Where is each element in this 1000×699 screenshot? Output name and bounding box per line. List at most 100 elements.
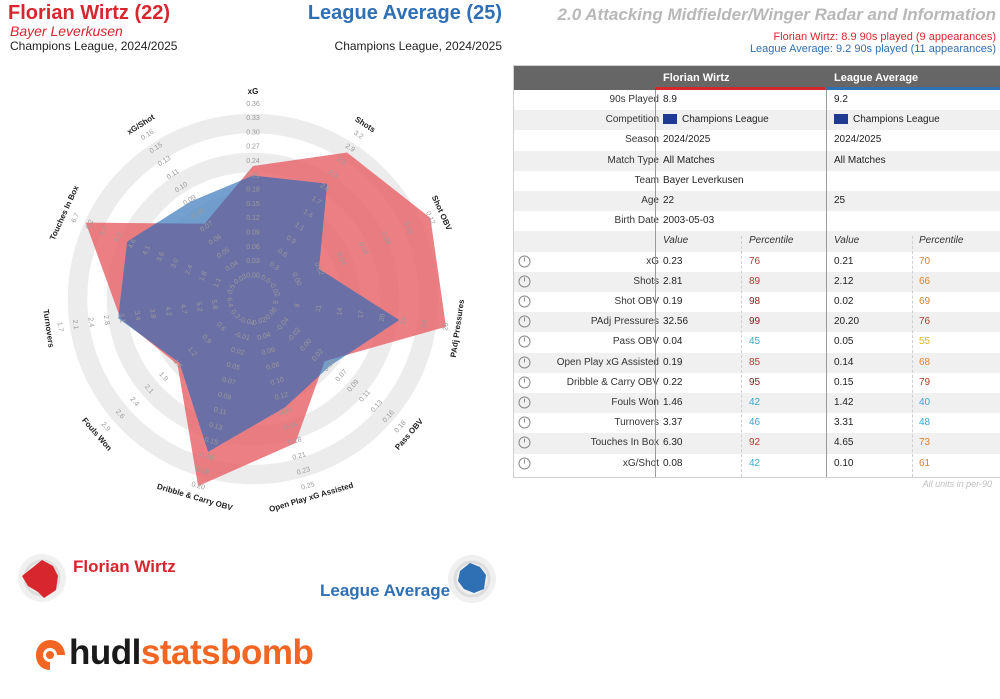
radar-tick-label: 0.16 (199, 451, 214, 462)
radar-tick-label: 0.04 (257, 331, 272, 342)
metric-gauge-icon (518, 436, 531, 449)
compare-competition: Champions League, 2024/2025 (334, 39, 502, 53)
player-legend-icon (18, 554, 66, 602)
radar-tick-label: -0.01 (233, 331, 250, 342)
radar-tick-label: 1.8 (198, 270, 208, 282)
radar-tick-label: 0.36 (246, 101, 260, 108)
radar-tick-label: 0.9 (285, 235, 297, 246)
radar-tick-label: 1.7 (56, 322, 64, 333)
table-row: Team Bayer Leverkusen (514, 171, 1000, 191)
radar-tick-label: 6.4 (225, 297, 233, 308)
radar-tick-label: 0.30 (246, 129, 260, 136)
overlap-radar-area (118, 175, 400, 452)
table-header-compare: League Average (834, 72, 919, 84)
compare-name: League Average (25) (307, 2, 502, 24)
radar-tick-label: 0.21 (292, 451, 307, 462)
player-percentile: 42 (749, 397, 761, 408)
radar-tick-label: 14 (336, 307, 344, 316)
table-row: Dribble & Carry OBV 0.22 95 0.15 79 (514, 373, 1000, 393)
player-value: 3.37 (663, 417, 683, 429)
player-value: Bayer Leverkusen (663, 171, 744, 191)
player-value-text: All Matches (663, 154, 715, 166)
compare-value: 25 (834, 191, 845, 211)
radar-tick-label: 0.03 (246, 258, 260, 265)
metric-gauge-icon (518, 416, 531, 429)
radar-tick-label: 0.18 (246, 187, 260, 194)
metric-gauge-icon (518, 255, 531, 268)
radar-tick-label: 0.06 (261, 346, 276, 357)
radar-tick-label: 2.6 (335, 156, 347, 167)
radar-tick-label: 0.11 (213, 406, 228, 416)
radar-tick-label: 2.1 (143, 383, 155, 395)
logo-text-statsbomb: statsbomb (140, 633, 314, 672)
metric-label: Dribble & Carry OBV (566, 376, 659, 388)
radar-tick-label: 0.5 (227, 283, 237, 295)
table-row: Pass OBV 0.04 45 0.05 55 (514, 332, 1000, 352)
radar-tick-label: 1.9 (157, 371, 169, 383)
player-value: 8.9 (663, 90, 677, 110)
radar-tick-label: 2.4 (184, 264, 194, 276)
player-value: 0.08 (663, 457, 683, 469)
player-percentile: 42 (749, 457, 761, 469)
compare-value: 1.42 (834, 397, 854, 408)
compare-value: 2024/2025 (834, 130, 881, 150)
eu-flag-icon (663, 113, 677, 124)
radar-tick-label: 26 (442, 322, 450, 331)
radar-tick-label: 0.10 (270, 376, 285, 387)
metric-gauge-icon (518, 396, 531, 409)
row-label: Match Type (607, 154, 659, 166)
percentile-header: Percentile (919, 235, 964, 247)
compare-value: All Matches (834, 151, 886, 171)
info-table: Florian Wirtz League Average 90s Played 8… (513, 65, 1000, 478)
radar-tick-label: 0.15 (246, 201, 260, 208)
statsbomb-logo: hudlstatsbomb (69, 633, 314, 673)
statsbomb-logo-icon (36, 640, 65, 670)
radar-tick-label: 3.2 (352, 130, 364, 141)
radar-tick-label: 0.07 (335, 368, 349, 383)
metric-label: Touches In Box (590, 437, 659, 449)
compare-percentile: 66 (919, 275, 931, 287)
radar-tick-label: 0.20 (190, 481, 205, 492)
player-club: Bayer Leverkusen (10, 23, 123, 39)
value-header: Value (834, 235, 860, 247)
player-value: 0.19 (663, 296, 683, 307)
player-value: 2.81 (663, 275, 683, 287)
compare-value: 3.31 (834, 417, 854, 429)
player-value-text: Champions League (682, 114, 769, 126)
radar-tick-label: 0.21 (246, 172, 260, 179)
radar-tick-label: 8 (294, 303, 301, 308)
radar-tick-label: 0.18 (287, 436, 302, 447)
metric-label: Shot OBV (614, 296, 659, 307)
compare-value-text: 25 (834, 195, 846, 206)
compare-minutes-note: League Average: 9.2 90s played (11 appea… (749, 43, 996, 55)
compare-percentile: 70 (919, 255, 931, 267)
compare-percentile: 61 (919, 457, 931, 469)
radar-tick-label: 1.4 (302, 208, 314, 219)
player-value-text: 22 (663, 195, 675, 206)
radar-tick-label: 0.18 (195, 466, 210, 477)
column-divider (826, 90, 827, 477)
compare-legend-icon (448, 555, 496, 603)
player-value-text: 2024/2025 (663, 134, 711, 146)
table-row: Match Type All Matches All Matches (514, 150, 1000, 171)
radar-tick-label: 5.2 (113, 232, 123, 244)
radar-tick-label: 2.0 (318, 182, 330, 193)
player-value: 2024/2025 (663, 130, 710, 150)
radar-tick-label: 2.4 (86, 317, 94, 328)
compare-value: Champions League (834, 110, 940, 130)
radar-tick-label: 0.02 (252, 316, 267, 327)
radar-tick-label: 0.6 (276, 248, 288, 259)
table-row: xG/Shot 0.08 42 0.10 61 (514, 454, 1000, 474)
compare-value: 0.21 (834, 255, 854, 267)
row-label: Competition (605, 114, 659, 126)
table-row: Age 22 25 (514, 191, 1000, 212)
radar-tick-label: 3.8 (148, 308, 156, 319)
table-row: Shots 2.81 89 2.12 66 (514, 271, 1000, 292)
radar-tick-label: 4.1 (142, 245, 152, 257)
metric-label: Shots (633, 275, 659, 287)
metric-gauge-icon (518, 356, 531, 369)
value-header-row: Value Percentile Value Percentile (514, 231, 1000, 252)
compare-percentile: 40 (919, 397, 931, 408)
radar-tick-label: 1.5 (172, 359, 184, 371)
radar-tick-label: 2.1 (71, 319, 79, 330)
